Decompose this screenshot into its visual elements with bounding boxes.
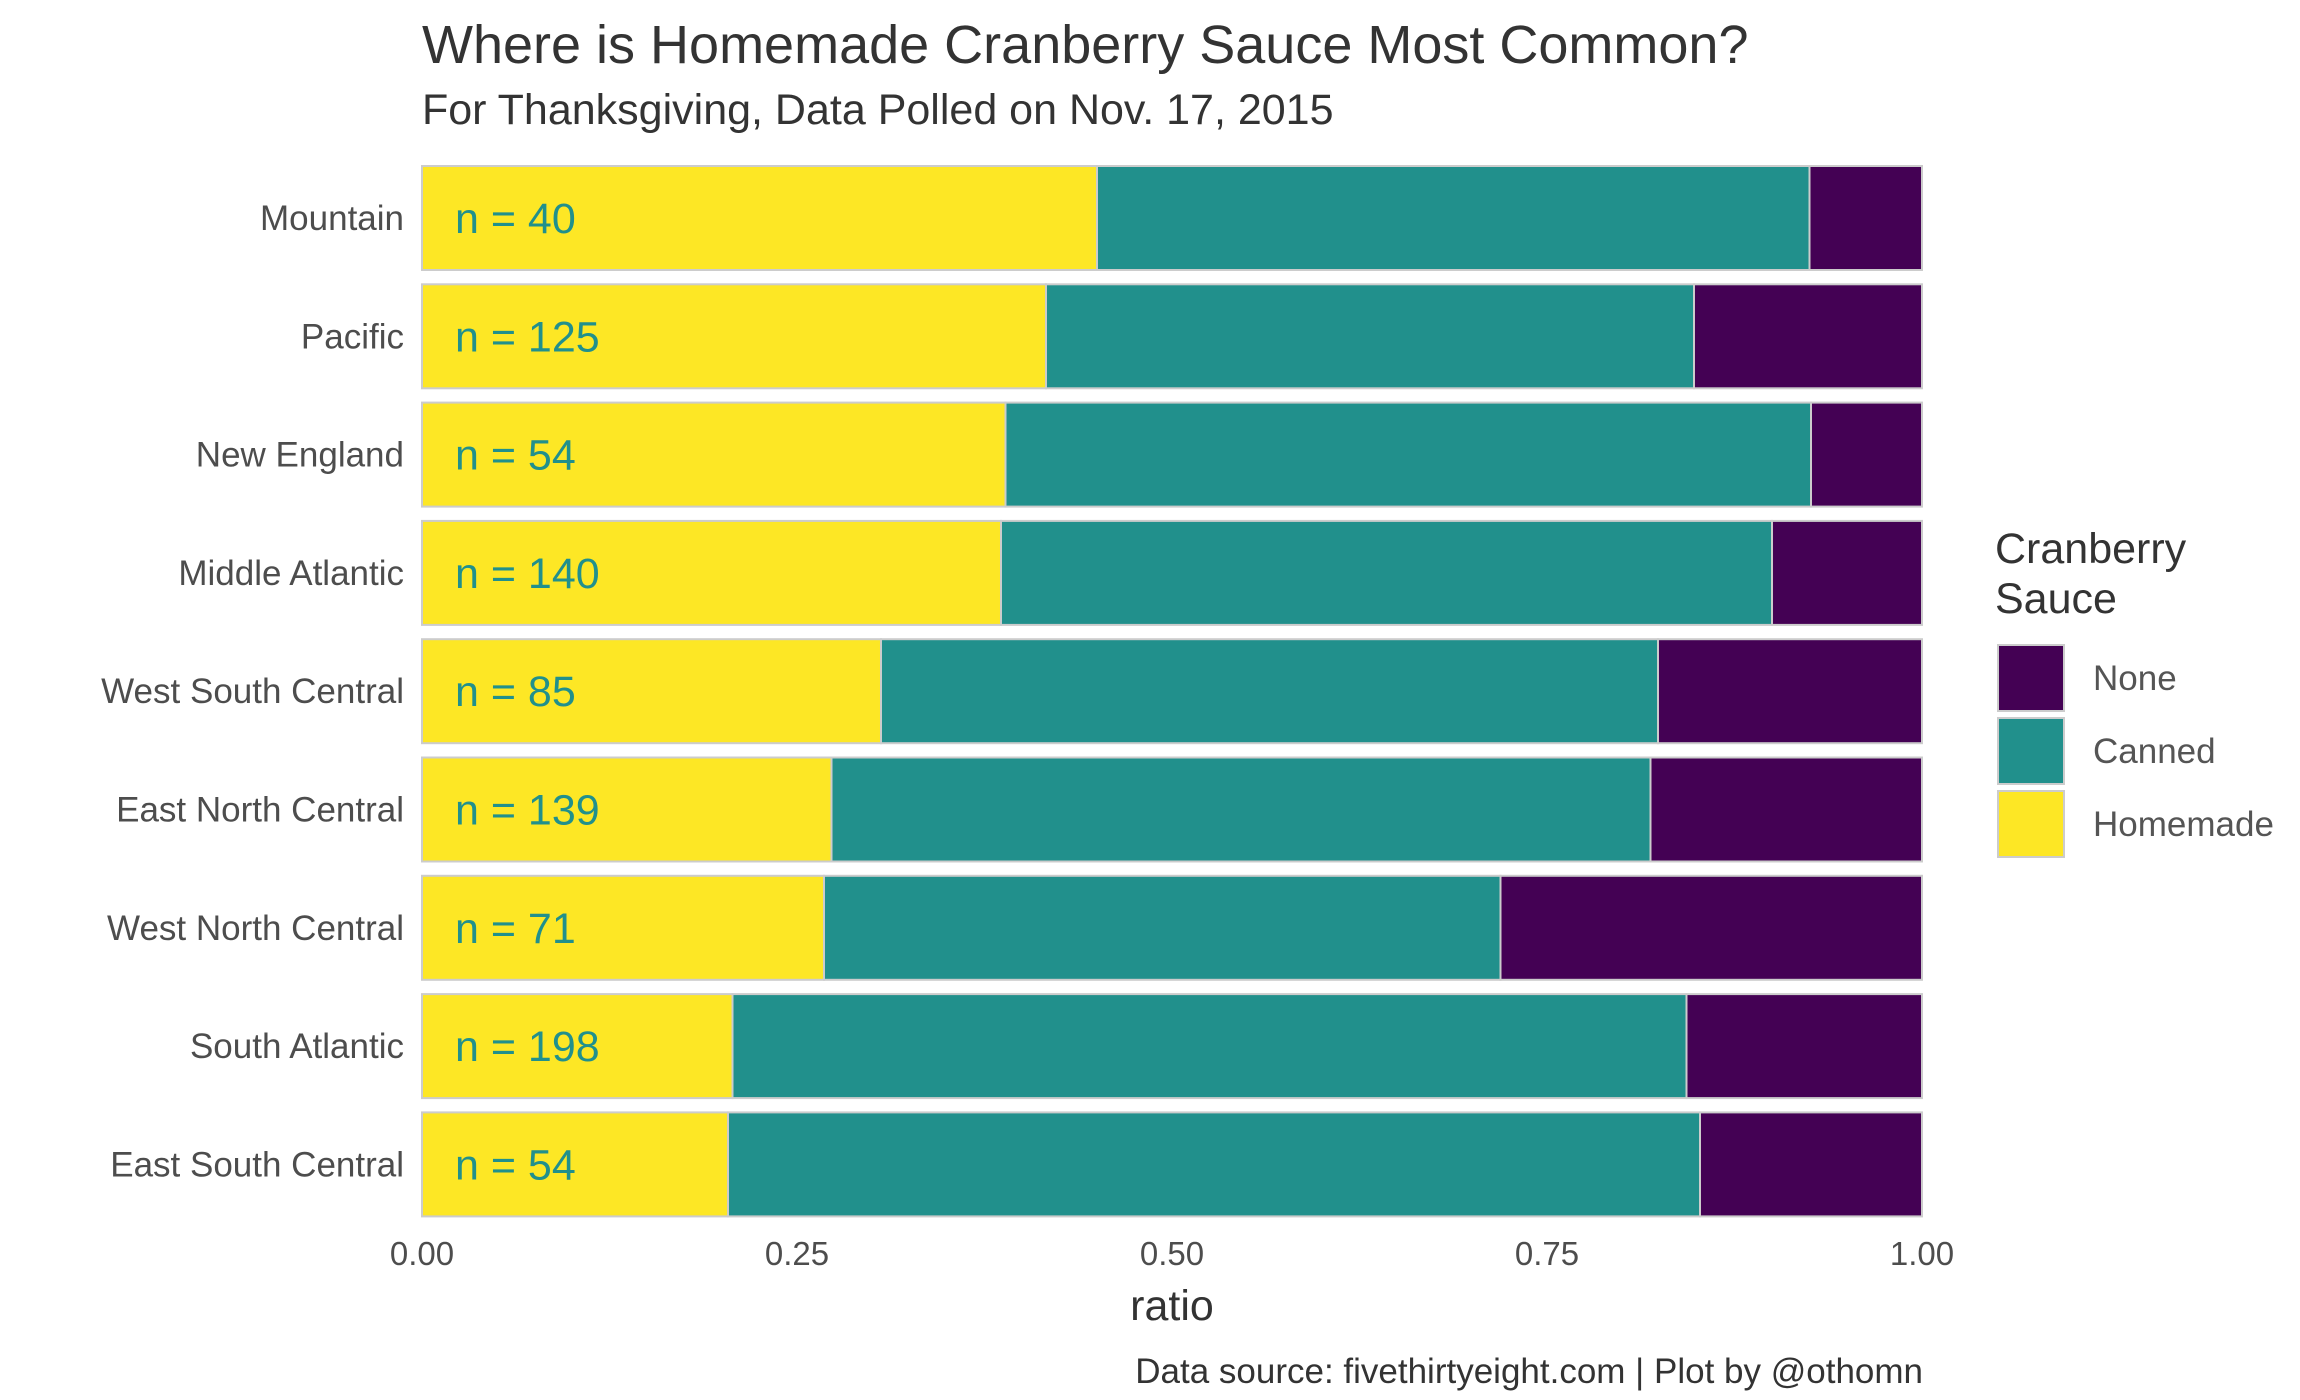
count-labels: n = 40 n = 125 n = 54 n = 140 n = 85 n = 139 n… xyxy=(455,195,600,1189)
bar-none-pacific xyxy=(1693,283,1923,390)
legend-swatch-none xyxy=(1997,644,2065,712)
bar-canned-pacific xyxy=(1045,283,1695,390)
category-label-west-north-central: West North Central xyxy=(107,909,404,948)
bar-canned-middle-atlantic xyxy=(1000,519,1773,626)
bar-none-new-england xyxy=(1810,401,1923,508)
category-label-west-south-central: West South Central xyxy=(101,672,404,711)
count-label-south-atlantic: n = 198 xyxy=(455,1023,600,1071)
bar-none-middle-atlantic xyxy=(1771,519,1923,626)
bar-canned-mountain xyxy=(1096,165,1811,271)
x-axis-title: ratio xyxy=(1130,1282,1214,1330)
legend-label-canned: Canned xyxy=(2093,732,2216,771)
bar-canned-east-south-central xyxy=(727,1111,1701,1218)
bars-group xyxy=(421,165,1923,1218)
legend-swatch-canned xyxy=(1997,717,2065,785)
bar-homemade-east-south-central xyxy=(421,1111,729,1218)
bar-homemade-south-atlantic xyxy=(421,993,734,1100)
bar-none-east-south-central xyxy=(1699,1111,1923,1218)
bar-homemade-west-south-central xyxy=(421,638,882,745)
bar-none-west-north-central xyxy=(1499,874,1923,981)
legend-label-homemade: Homemade xyxy=(2093,805,2274,844)
category-labels: Mountain Pacific New England Middle Atlanti… xyxy=(101,199,404,1184)
count-label-new-england: n = 54 xyxy=(455,432,576,480)
legend-label-none: None xyxy=(2093,659,2177,698)
count-label-pacific: n = 125 xyxy=(455,313,600,361)
x-tick-label: 0.75 xyxy=(1515,1235,1579,1272)
x-tick-label: 0.00 xyxy=(390,1235,454,1272)
category-label-new-england: New England xyxy=(196,436,404,475)
x-tick-label: 0.25 xyxy=(765,1235,829,1272)
category-label-pacific: Pacific xyxy=(301,317,404,356)
bar-none-south-atlantic xyxy=(1685,993,1923,1100)
count-label-west-south-central: n = 85 xyxy=(455,668,576,716)
bar-none-east-north-central xyxy=(1649,756,1923,863)
count-label-east-south-central: n = 54 xyxy=(455,1141,576,1189)
bar-none-west-south-central xyxy=(1657,638,1923,745)
category-label-east-north-central: East North Central xyxy=(116,791,404,830)
bar-homemade-west-north-central xyxy=(421,874,825,981)
bar-none-mountain xyxy=(1808,165,1923,271)
category-label-south-atlantic: South Atlantic xyxy=(190,1027,404,1066)
bar-canned-south-atlantic xyxy=(731,993,1688,1100)
chart-title: Where is Homemade Cranberry Sauce Most C… xyxy=(422,15,1749,75)
x-tick-label: 0.50 xyxy=(1140,1235,1204,1272)
x-axis-ticks: 0.00 0.25 0.50 0.75 1.00 xyxy=(390,1235,1954,1272)
chart-subtitle: For Thanksgiving, Data Polled on Nov. 17… xyxy=(422,86,1334,134)
category-label-east-south-central: East South Central xyxy=(110,1145,404,1184)
legend-title-line-1: Cranberry xyxy=(1995,525,2187,573)
x-tick-label: 1.00 xyxy=(1890,1235,1954,1272)
category-label-mountain: Mountain xyxy=(260,199,404,238)
bar-canned-new-england xyxy=(1004,401,1812,508)
category-label-middle-atlantic: Middle Atlantic xyxy=(178,554,404,593)
count-label-east-north-central: n = 139 xyxy=(455,787,600,835)
legend: Cranberry Sauce None Canned Homemade xyxy=(1995,525,2274,858)
count-label-west-north-central: n = 71 xyxy=(455,905,576,953)
caption: Data source: fivethirtyeight.com | Plot … xyxy=(1135,1352,1923,1391)
count-label-middle-atlantic: n = 140 xyxy=(455,550,600,598)
bar-canned-west-south-central xyxy=(880,638,1659,745)
legend-swatch-homemade xyxy=(1997,790,2065,858)
bar-homemade-mountain xyxy=(421,165,1098,271)
bar-canned-east-north-central xyxy=(830,756,1652,863)
count-label-mountain: n = 40 xyxy=(455,195,576,243)
legend-title-line-2: Sauce xyxy=(1995,575,2117,623)
bar-homemade-east-north-central xyxy=(421,756,833,863)
bar-canned-west-north-central xyxy=(823,874,1502,981)
bar-homemade-middle-atlantic xyxy=(421,519,1002,626)
